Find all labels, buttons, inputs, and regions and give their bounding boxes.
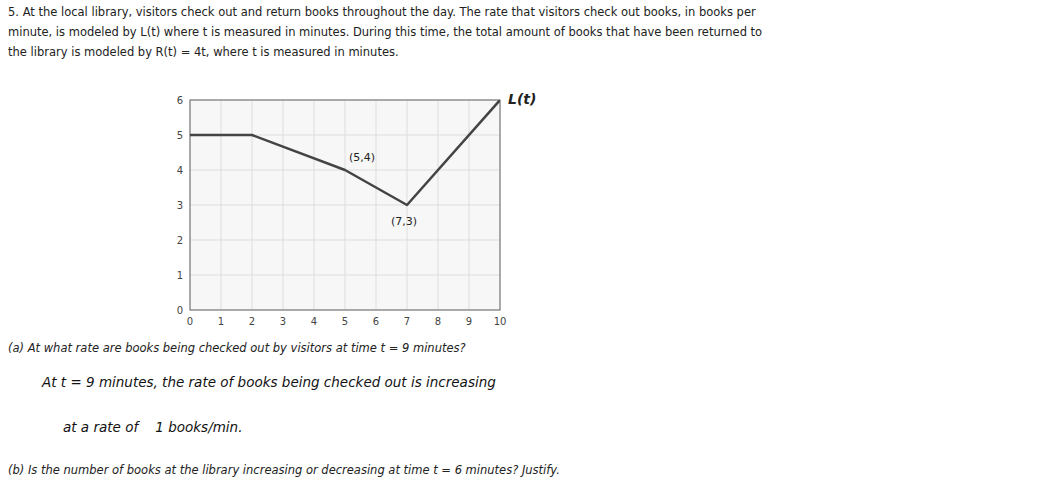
y-tick-label: 0	[177, 305, 183, 316]
y-tick-label: 1	[177, 270, 183, 281]
annotation: (5,4)	[349, 151, 375, 164]
x-tick-label: 10	[494, 316, 507, 327]
question-text: (a) At what rate are books being checked…	[8, 341, 466, 355]
answer-text: at a rate of 1 books/min.	[63, 419, 242, 435]
y-grid-line	[190, 240, 500, 241]
page: 5. At the local library, visitors check …	[0, 0, 1044, 495]
y-tick-label: 5	[177, 130, 183, 141]
problem-text: minute, is modeled by L(t) where t is me…	[8, 25, 762, 39]
annotation: (7,3)	[391, 215, 417, 228]
x-tick-label: 9	[466, 316, 472, 327]
y-tick-label: 2	[177, 235, 183, 246]
grid	[190, 100, 500, 310]
annotation: L(t)	[508, 91, 536, 107]
x-tick-label: 7	[404, 316, 410, 327]
y-grid-line	[190, 275, 500, 276]
x-tick-label: 8	[435, 316, 441, 327]
problem-text: the library is modeled by R(t) = 4t, whe…	[8, 45, 399, 59]
plot-frame	[190, 100, 500, 310]
problem-text: 5. At the local library, visitors check …	[8, 5, 756, 19]
series-group	[190, 100, 500, 205]
line	[190, 100, 500, 205]
y-grid-line	[190, 205, 500, 206]
y-tick-label: 6	[177, 95, 183, 106]
y-tick-label: 3	[177, 200, 183, 211]
y-tick-label: 4	[177, 165, 183, 176]
x-tick-label: 5	[342, 316, 348, 327]
x-tick-label: 2	[249, 316, 255, 327]
x-tick-label: 3	[280, 316, 286, 327]
x-tick-label: 4	[311, 316, 317, 327]
answer-text: At t = 9 minutes, the rate of books bein…	[41, 374, 496, 390]
x-tick-label: 0	[187, 316, 193, 327]
question-text: (b) Is the number of books at the librar…	[8, 463, 560, 477]
plot-background	[190, 100, 500, 310]
x-tick-label: 1	[218, 316, 224, 327]
x-tick-label: 6	[373, 316, 379, 327]
